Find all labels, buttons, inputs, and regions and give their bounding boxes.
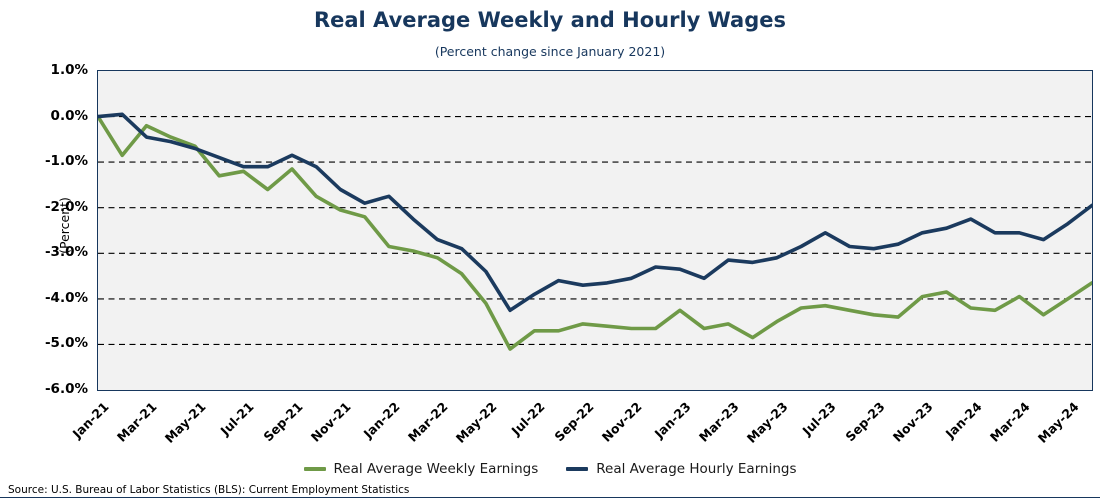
legend-item: Real Average Weekly Earnings <box>303 461 539 477</box>
plot-area <box>97 70 1093 391</box>
series-line-weekly <box>98 114 1092 351</box>
legend-swatch-icon <box>566 467 589 471</box>
x-tick-label: Mar-23 <box>695 399 742 445</box>
y-tick-label: 1.0% <box>50 62 88 78</box>
x-tick-label: Sep-22 <box>551 399 597 445</box>
legend-swatch-icon <box>303 467 326 471</box>
chart-subtitle: (Percent change since January 2021) <box>434 44 666 59</box>
x-tick-label: May-24 <box>1034 399 1082 446</box>
chart-title: Real Average Weekly and Hourly Wages <box>313 8 787 32</box>
y-tick-label: -1.0% <box>44 153 88 169</box>
x-tick-label: Jul-22 <box>508 399 548 439</box>
x-tick-label: Sep-23 <box>842 399 888 445</box>
x-tick-label: Mar-21 <box>113 399 160 445</box>
x-tick-label: Jan-22 <box>360 399 403 442</box>
x-tick-label: Jan-23 <box>651 399 694 442</box>
legend-item: Real Average Hourly Earnings <box>566 461 797 477</box>
x-tick-label: May-21 <box>161 399 209 446</box>
x-tick-label: Jan-24 <box>942 399 985 442</box>
y-tick-label: -2.0% <box>44 199 88 215</box>
source-note: Source: U.S. Bureau of Labor Statistics … <box>8 484 410 496</box>
x-tick-label: Jan-21 <box>69 399 112 442</box>
x-tick-label: May-23 <box>743 399 791 446</box>
series-line-hourly <box>98 112 1092 313</box>
bottom-divider <box>0 497 1100 498</box>
x-tick-label: Nov-23 <box>889 399 936 445</box>
y-tick-label: -3.0% <box>44 244 88 260</box>
x-tick-label: May-22 <box>452 399 500 446</box>
x-tick-label: Nov-22 <box>598 399 645 445</box>
legend-label: Real Average Weekly Earnings <box>333 461 539 477</box>
x-tick-label: Sep-21 <box>260 399 306 445</box>
legend-label: Real Average Hourly Earnings <box>596 461 797 477</box>
x-tick-label: Jul-23 <box>799 399 839 439</box>
x-tick-label: Nov-21 <box>307 399 354 445</box>
y-tick-label: -6.0% <box>44 381 88 397</box>
y-tick-label: -4.0% <box>44 290 88 306</box>
x-tick-label: Jul-21 <box>217 399 257 439</box>
line-chart <box>98 112 1092 351</box>
y-tick-label: -5.0% <box>44 335 88 351</box>
legend: Real Average Weekly Earnings Real Average… <box>0 461 1100 477</box>
y-tick-label: 0.0% <box>50 108 88 124</box>
x-tick-label: Mar-22 <box>404 399 451 445</box>
x-tick-label: Mar-24 <box>986 399 1033 445</box>
